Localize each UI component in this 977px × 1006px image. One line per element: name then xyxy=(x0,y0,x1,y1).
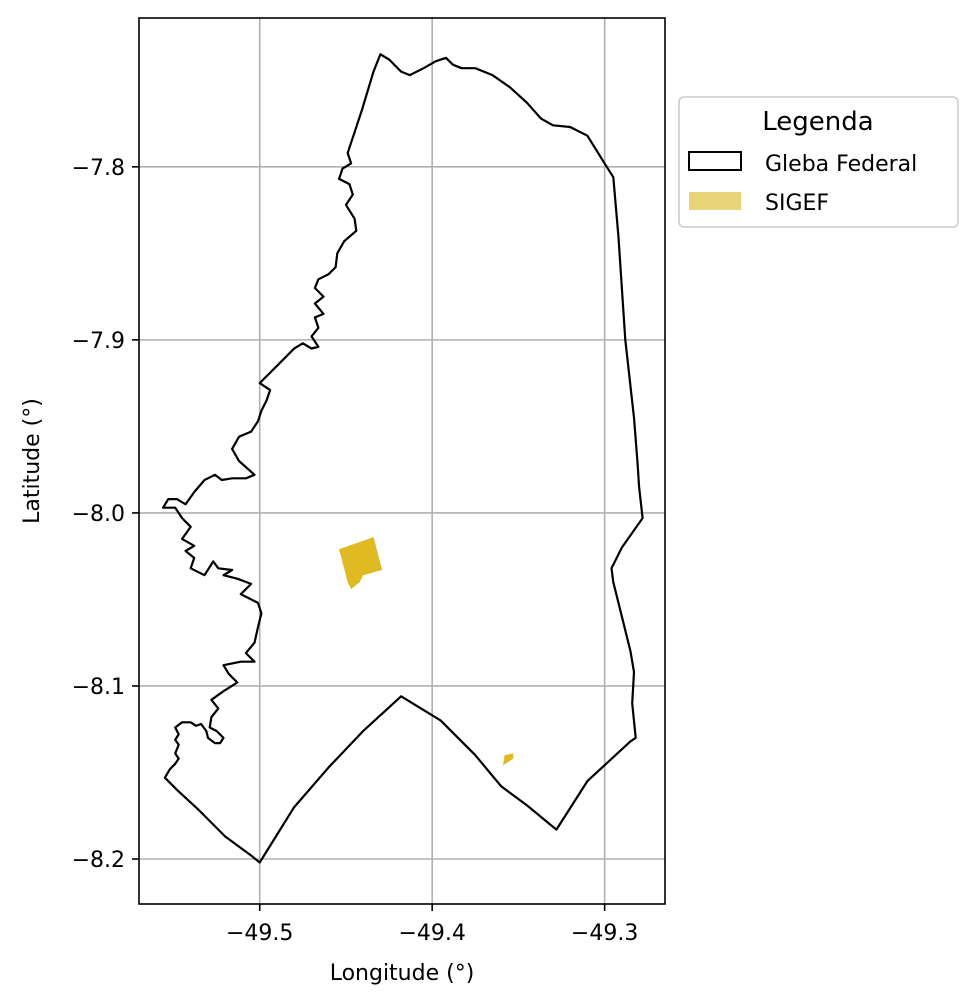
sigef-layer xyxy=(339,537,514,766)
y-tick-label: −7.9 xyxy=(72,329,125,354)
x-axis-label: Longitude (°) xyxy=(330,961,475,986)
legend-swatch-gleba-federal xyxy=(688,151,742,171)
legend-swatch-sigef xyxy=(689,192,741,210)
legend: Legenda Gleba Federal SIGEF xyxy=(678,96,959,228)
gleba-federal-boundary xyxy=(162,53,644,864)
y-tick-label: −7.8 xyxy=(72,156,125,181)
x-tick-label: −49.5 xyxy=(226,921,293,946)
sigef-parcel xyxy=(502,753,514,766)
x-tick-label: −49.4 xyxy=(398,921,465,946)
sigef-parcel xyxy=(339,537,383,590)
grid-lines xyxy=(139,18,665,904)
legend-label-sigef: SIGEF xyxy=(765,191,829,216)
legend-title: Legenda xyxy=(762,107,873,137)
legend-frame xyxy=(678,96,959,228)
axes-frame xyxy=(138,17,666,905)
x-tick-label: −49.3 xyxy=(571,921,638,946)
y-tick-label: −8.0 xyxy=(72,502,125,527)
axes-background xyxy=(139,18,665,904)
y-axis-label: Latitude (°) xyxy=(20,398,45,524)
y-tick-label: −8.2 xyxy=(72,848,125,873)
y-tick-label: −8.1 xyxy=(72,675,125,700)
legend-label-gleba-federal: Gleba Federal xyxy=(765,152,917,177)
y-axis-ticks: −7.8 −7.9 −8.0 −8.1 −8.2 xyxy=(72,156,139,873)
x-axis-ticks: −49.5 −49.4 −49.3 xyxy=(226,904,638,946)
